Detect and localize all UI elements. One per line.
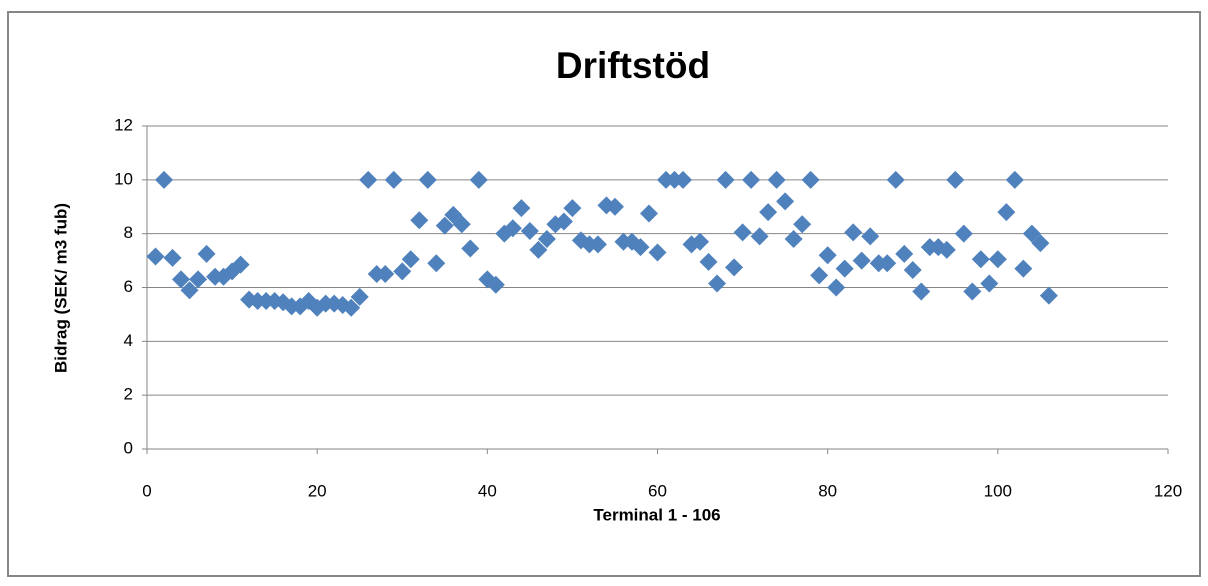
data-point	[146, 247, 165, 266]
data-point	[767, 170, 786, 189]
data-point	[435, 216, 454, 235]
chart-border	[7, 11, 1201, 577]
data-point	[784, 230, 803, 249]
data-point	[155, 170, 174, 189]
y-tick-label: 4	[124, 331, 133, 350]
x-tick-label: 40	[478, 481, 497, 500]
data-point	[486, 275, 505, 294]
data-point	[393, 262, 412, 281]
data-point	[197, 244, 216, 263]
data-point	[861, 227, 880, 246]
data-point	[554, 212, 573, 231]
y-tick-label: 12	[114, 115, 133, 134]
data-point	[350, 287, 369, 306]
data-point	[878, 254, 897, 273]
data-point	[793, 215, 812, 234]
data-point	[954, 224, 973, 243]
y-tick-label: 6	[124, 277, 133, 296]
data-point	[852, 251, 871, 270]
x-tick-label: 100	[984, 481, 1012, 500]
data-point	[588, 235, 607, 254]
data-point	[750, 227, 769, 246]
data-point	[818, 246, 837, 265]
data-point	[691, 232, 710, 251]
data-point	[980, 274, 999, 293]
data-point	[231, 255, 250, 274]
data-point	[895, 244, 914, 263]
x-axis-label: Terminal 1 - 106	[593, 505, 720, 524]
data-point	[401, 250, 420, 269]
data-point	[903, 261, 922, 280]
y-tick-label: 0	[124, 438, 133, 457]
data-point	[997, 203, 1016, 222]
chart-title: Driftstöd	[556, 45, 710, 86]
data-point	[963, 282, 982, 301]
data-point	[810, 266, 829, 285]
data-point	[384, 170, 403, 189]
data-point	[427, 254, 446, 273]
x-tick-label: 60	[648, 481, 667, 500]
data-point	[648, 243, 667, 262]
data-point	[189, 270, 208, 289]
y-tick-label: 2	[124, 385, 133, 404]
data-point	[163, 248, 182, 267]
data-point	[1039, 286, 1058, 305]
data-point	[410, 211, 429, 230]
data-point	[631, 238, 650, 257]
y-axis-label: Bidrag (SEK/ m3 fub)	[51, 203, 70, 373]
y-tick-label: 8	[124, 223, 133, 242]
data-point	[776, 192, 795, 211]
data-point	[639, 204, 658, 223]
data-point	[699, 252, 718, 271]
data-point	[1031, 234, 1050, 253]
data-point	[844, 223, 863, 242]
data-point	[742, 170, 761, 189]
data-point	[971, 250, 990, 269]
data-point	[886, 170, 905, 189]
data-point	[359, 170, 378, 189]
data-point	[520, 221, 539, 240]
data-point	[827, 278, 846, 297]
data-point	[512, 199, 531, 218]
data-point	[342, 298, 361, 317]
data-point	[946, 170, 965, 189]
data-point	[912, 282, 931, 301]
y-tick-label: 10	[114, 169, 133, 188]
data-point	[537, 230, 556, 249]
x-tick-label: 80	[818, 481, 837, 500]
data-point	[376, 265, 395, 284]
data-point	[563, 199, 582, 218]
data-point	[172, 270, 191, 289]
data-point	[1014, 259, 1033, 278]
x-tick-label: 0	[142, 481, 151, 500]
data-point	[801, 170, 820, 189]
x-tick-label: 20	[308, 481, 327, 500]
data-point	[529, 240, 548, 259]
data-point	[461, 239, 480, 258]
data-point	[180, 281, 199, 300]
data-point	[1005, 170, 1024, 189]
data-point	[674, 170, 693, 189]
data-point	[725, 258, 744, 277]
data-point	[503, 219, 522, 238]
x-tick-label: 120	[1154, 481, 1182, 500]
data-point	[605, 197, 624, 216]
data-point	[716, 170, 735, 189]
data-point	[759, 203, 778, 222]
data-point	[708, 274, 727, 293]
data-point	[988, 250, 1007, 269]
data-point	[835, 259, 854, 278]
data-point	[733, 223, 752, 242]
data-point	[418, 170, 437, 189]
data-point	[452, 215, 471, 234]
data-point	[469, 170, 488, 189]
data-point	[937, 240, 956, 259]
